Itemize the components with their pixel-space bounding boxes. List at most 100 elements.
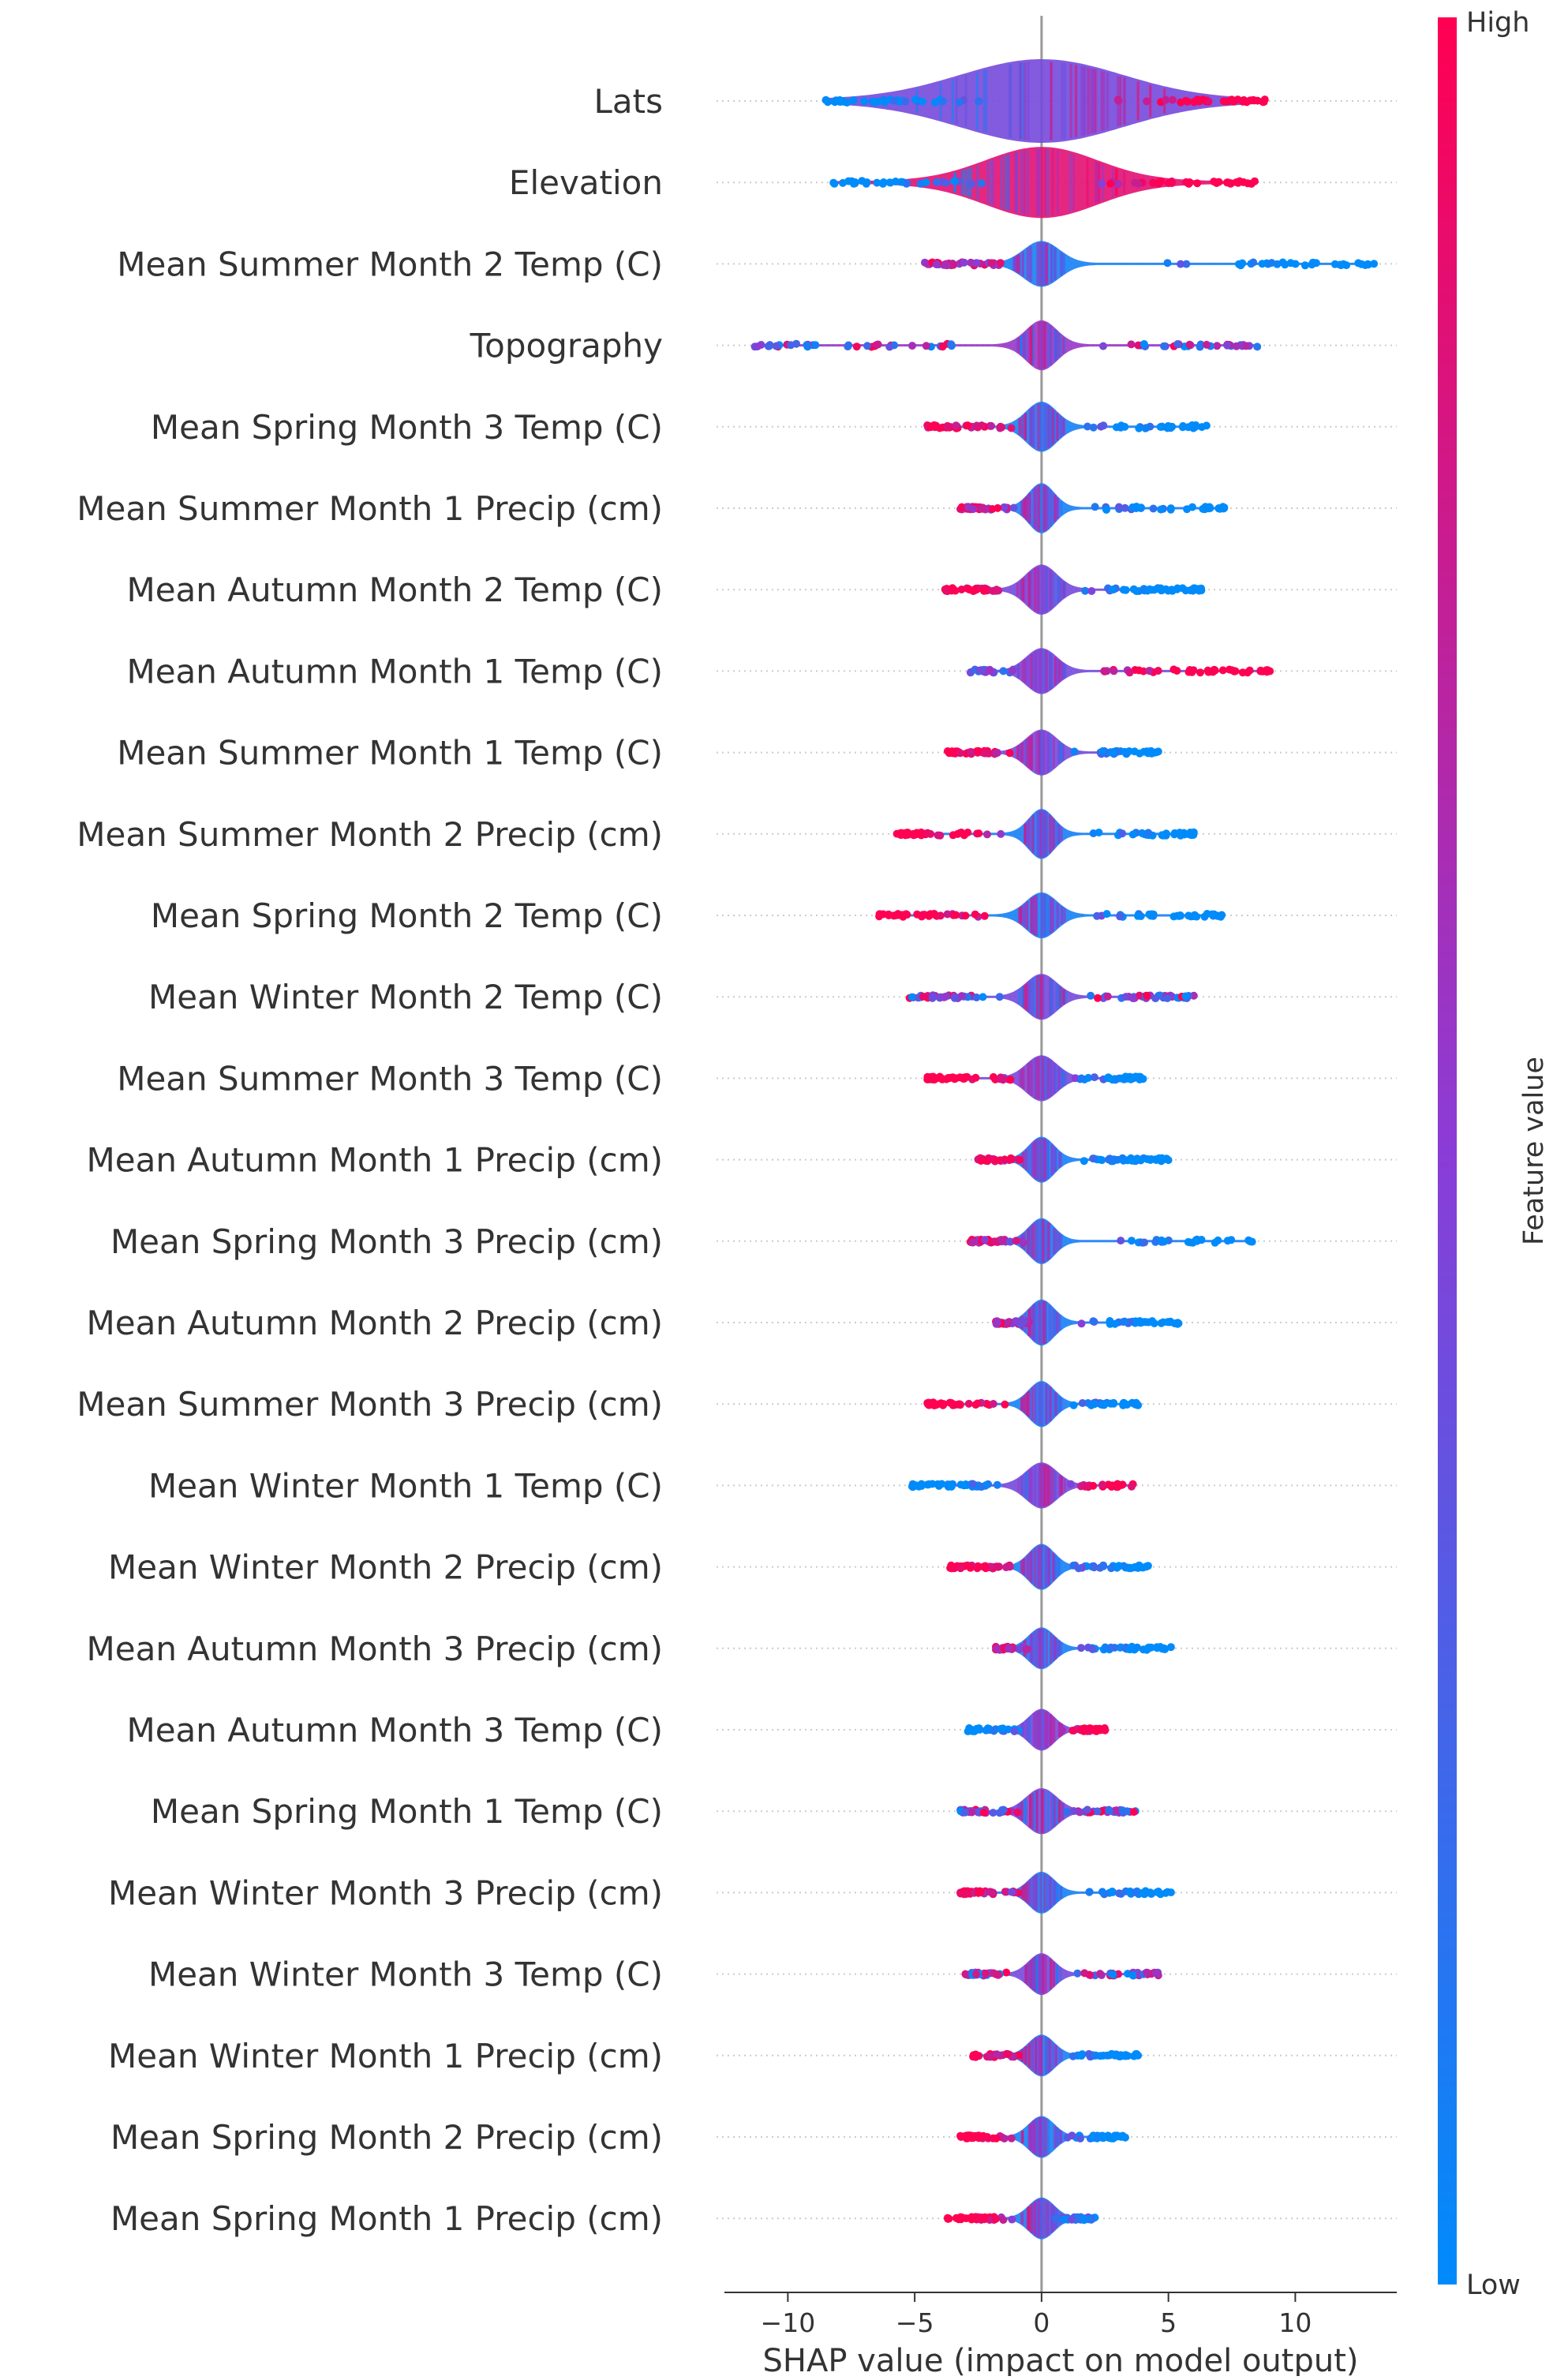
data-point [1232, 342, 1241, 350]
data-point [844, 177, 853, 185]
feature-label: Mean Autumn Month 2 Precip (cm) [87, 1304, 664, 1342]
data-point [1218, 666, 1227, 675]
data-point [885, 178, 894, 187]
data-point [1214, 504, 1223, 512]
feature-label: Mean Autumn Month 1 Precip (cm) [87, 1141, 664, 1180]
data-point [1213, 342, 1222, 350]
data-point [1083, 422, 1092, 431]
data-point [1105, 1806, 1113, 1815]
data-point [1147, 1890, 1155, 1898]
data-point [933, 178, 941, 186]
data-point [1073, 1969, 1082, 1978]
data-point [1161, 1645, 1169, 1653]
data-point [1084, 1073, 1093, 1082]
data-point [904, 830, 912, 839]
data-point [923, 829, 932, 837]
data-point [1106, 1643, 1115, 1652]
data-point [964, 1399, 973, 1408]
data-point [967, 258, 975, 267]
data-point [1058, 1726, 1067, 1734]
data-point [947, 340, 956, 349]
data-point [1162, 95, 1170, 104]
data-point [972, 259, 981, 268]
data-point [1005, 1318, 1013, 1327]
data-point [1115, 1889, 1124, 1898]
data-point [849, 96, 858, 105]
data-point [1134, 179, 1143, 188]
data-point [969, 1238, 978, 1247]
data-point [964, 585, 973, 593]
data-point [1068, 2215, 1076, 2224]
data-point [1157, 505, 1166, 514]
data-point [999, 1076, 1008, 1084]
data-point [1091, 2051, 1099, 2060]
data-point [981, 1236, 989, 1244]
data-point [999, 1806, 1008, 1814]
data-point [1184, 668, 1193, 676]
data-point [1117, 2132, 1126, 2141]
data-point [972, 994, 981, 1001]
data-point [934, 1480, 942, 1488]
data-point [973, 1399, 982, 1408]
data-point [1001, 1400, 1009, 1409]
data-point [967, 180, 976, 189]
data-point [1098, 1400, 1107, 1409]
data-point [918, 97, 926, 106]
data-point [996, 259, 1005, 268]
data-point [1069, 1401, 1078, 1409]
data-point [1225, 665, 1233, 674]
feature-label: Mean Autumn Month 3 Precip (cm) [87, 1630, 664, 1668]
violin-shape [825, 59, 1265, 143]
data-point [908, 1480, 917, 1488]
data-point [1199, 95, 1207, 104]
data-point [1114, 1562, 1123, 1570]
data-point [1009, 503, 1018, 512]
data-point [896, 178, 905, 186]
violin-shapes [754, 59, 1375, 2240]
feature-labels: Lats Elevation Mean Summer Month 2 Temp (C… [77, 82, 663, 2238]
data-point [1342, 261, 1351, 270]
data-point [1121, 586, 1130, 594]
data-point [1116, 912, 1125, 921]
data-point [1108, 1888, 1117, 1895]
data-point [1180, 829, 1188, 837]
data-point [895, 911, 903, 919]
data-point [878, 179, 887, 188]
data-point [1015, 1645, 1024, 1653]
data-point [1149, 178, 1158, 187]
data-point [996, 422, 1005, 431]
data-point [983, 1156, 992, 1165]
data-point [1153, 1644, 1162, 1652]
data-point [772, 342, 780, 350]
data-point [932, 260, 941, 269]
data-point [1249, 258, 1258, 267]
feature-label: Mean Autumn Month 2 Temp (C) [126, 571, 663, 609]
data-point [837, 96, 846, 105]
data-point [1223, 341, 1232, 350]
data-point [1007, 1154, 1016, 1163]
data-point [989, 1400, 997, 1408]
data-point [1168, 95, 1177, 104]
data-point [1158, 1237, 1166, 1245]
violin-shape [754, 320, 1258, 371]
data-point [1008, 2215, 1016, 2224]
data-point [1247, 179, 1256, 188]
data-point [992, 749, 1001, 758]
data-point [994, 586, 1003, 595]
data-point [1159, 831, 1168, 840]
data-point [1223, 1237, 1232, 1245]
data-point [1182, 260, 1191, 268]
x-tick-label: 5 [1160, 2307, 1177, 2338]
data-point [1000, 503, 1009, 511]
data-point [1081, 1725, 1090, 1734]
data-point [872, 341, 881, 350]
data-point [1330, 260, 1339, 268]
data-point [1007, 424, 1016, 432]
data-point [974, 423, 982, 432]
data-point [1139, 1238, 1147, 1247]
data-point [947, 1399, 956, 1408]
data-point [1144, 829, 1153, 837]
data-point [1166, 1643, 1175, 1652]
violin-shape [970, 1218, 1252, 1264]
data-point [980, 749, 989, 758]
